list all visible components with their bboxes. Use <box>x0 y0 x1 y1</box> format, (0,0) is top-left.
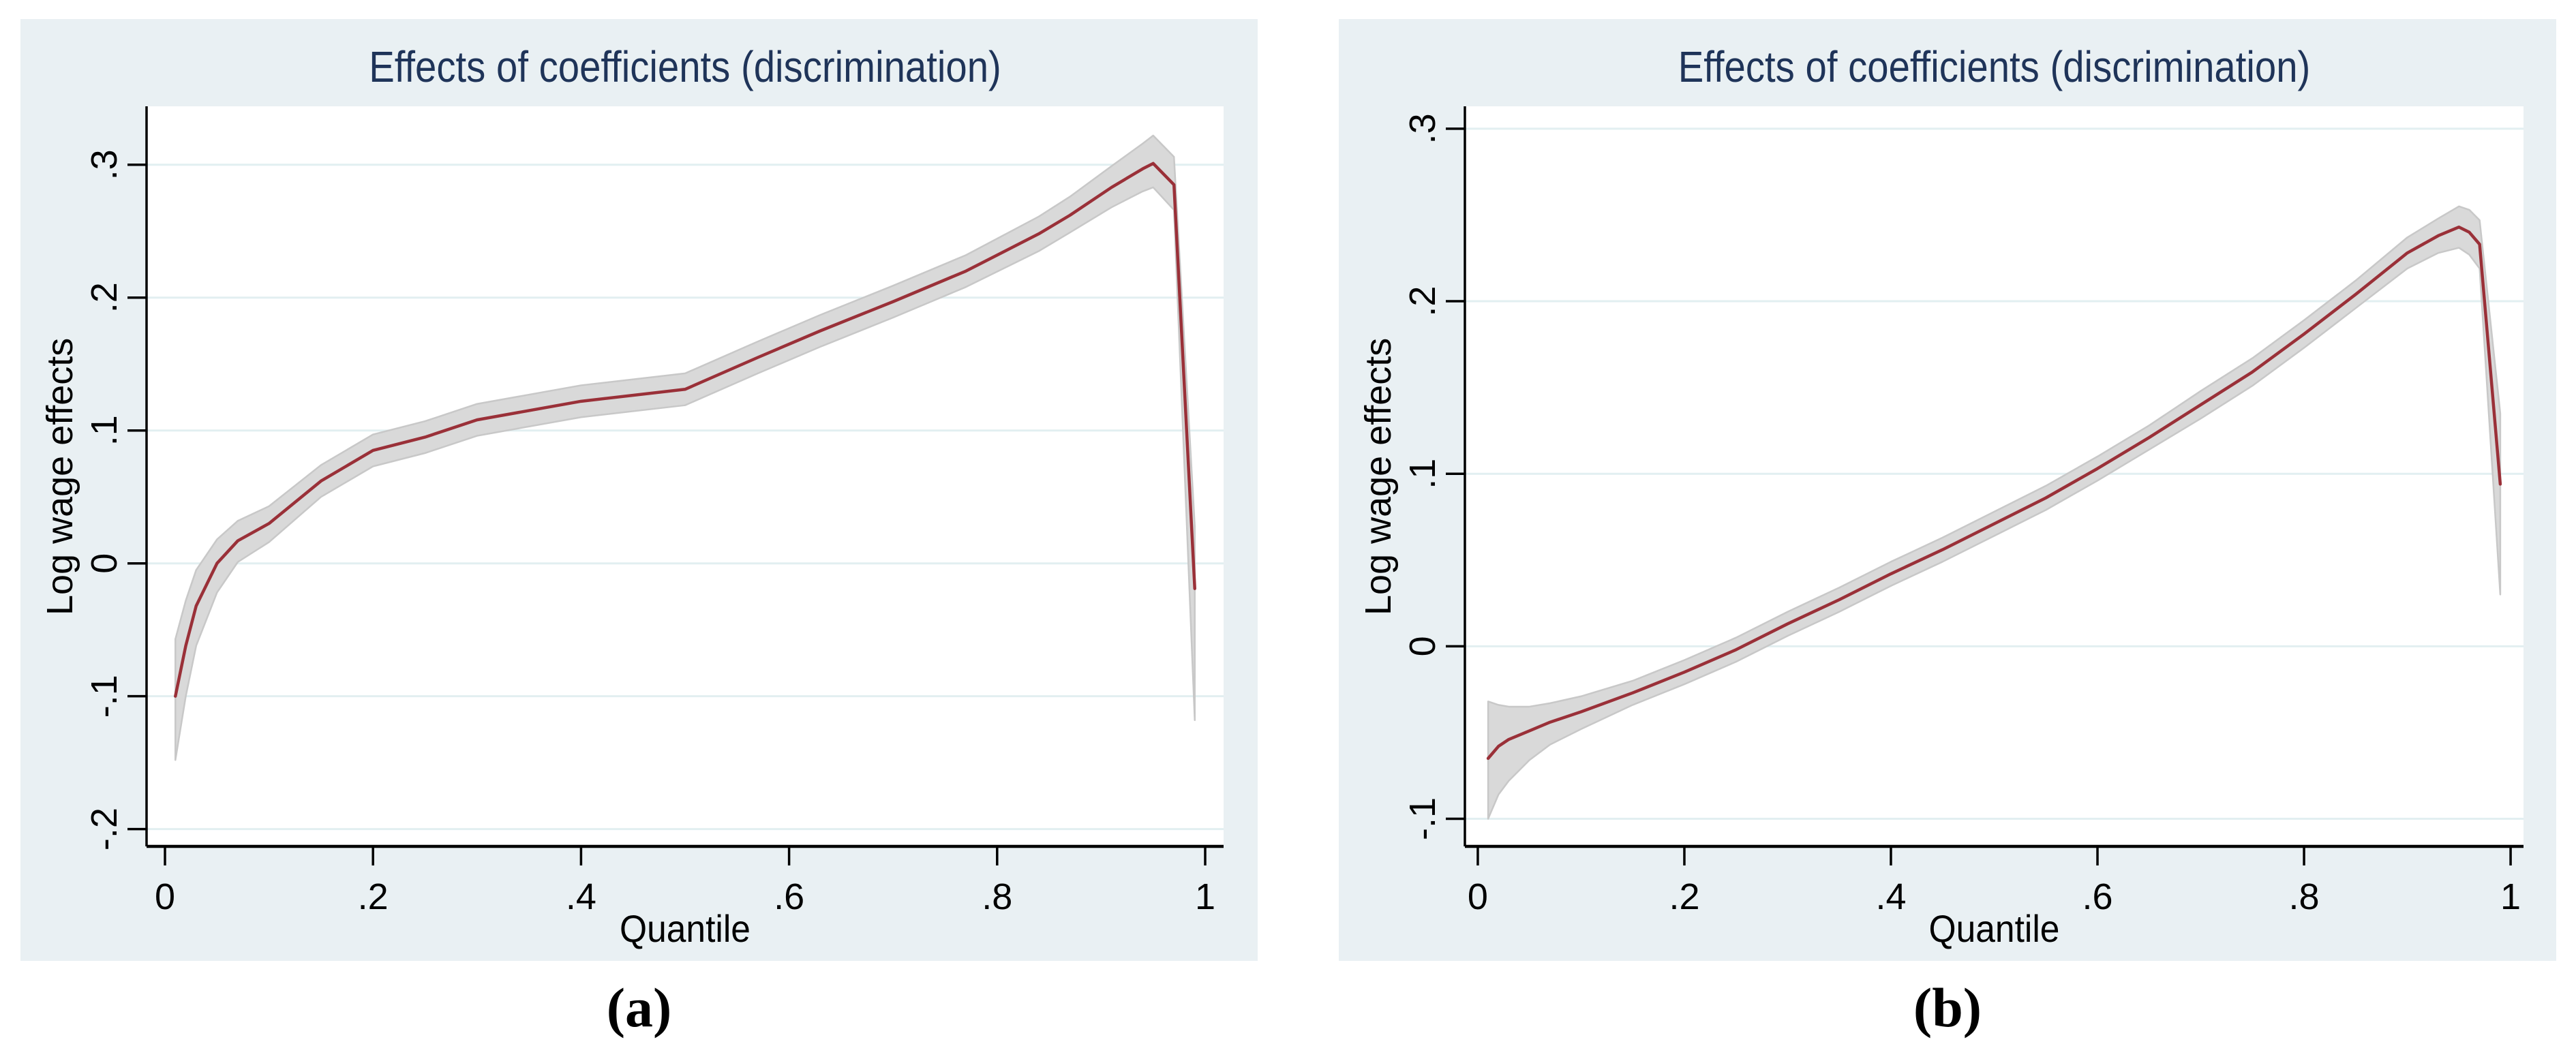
confidence-band <box>1487 205 2502 820</box>
y-tick-label: -.1 <box>84 675 125 718</box>
x-tick-label: 0 <box>1468 876 1488 917</box>
chart-title-a: Effects of coefficients (discrimination) <box>369 42 1001 91</box>
chart-panel-a: -.2 -.1 0 .1 .2 .3 0 .2 .4 .6 .8 1 Effects of coeff… <box>20 19 1258 961</box>
y-tick-label: .1 <box>1402 459 1443 489</box>
x-tick-label: .2 <box>358 876 389 917</box>
x-tick-label: .6 <box>774 876 804 917</box>
x-tick-label: 0 <box>155 876 175 917</box>
y-tick-label: -.2 <box>84 808 125 850</box>
y-tick-label: .1 <box>84 415 125 446</box>
y-tick-label: .2 <box>1402 286 1443 317</box>
plot-area-b: -.1 0 .1 .2 .3 0 .2 .4 .6 .8 1 <box>1402 106 2524 917</box>
x-tick-label: 1 <box>2500 876 2521 917</box>
x-tick-label: 1 <box>1195 876 1215 917</box>
x-tick-label: .4 <box>1875 876 1906 917</box>
series-line <box>1486 225 2502 761</box>
chart-title-b: Effects of coefficients (discrimination) <box>1678 42 2311 91</box>
x-tick-label: .2 <box>1669 876 1699 917</box>
x-axis-label-b: Quantile <box>1928 907 2060 950</box>
plot-background <box>1465 106 2524 846</box>
x-tick-label: .8 <box>982 876 1012 917</box>
x-axis-label-a: Quantile <box>620 907 751 950</box>
y-axis-label-a: Log wage effects <box>40 337 80 615</box>
y-tick-label: .3 <box>1402 113 1443 144</box>
y-tick-label: 0 <box>84 553 125 574</box>
subfigure-caption-b: (b) <box>1913 977 1982 1039</box>
y-axis-label-b: Log wage effects <box>1358 337 1399 615</box>
y-tick-label: 0 <box>1402 636 1443 656</box>
plot-area-a: -.2 -.1 0 .1 .2 .3 0 .2 .4 .6 .8 1 <box>84 106 1224 917</box>
y-tick-label: .3 <box>84 149 125 180</box>
subfigure-caption-a: (a) <box>606 977 672 1039</box>
x-tick-label: .8 <box>2289 876 2320 917</box>
confidence-band <box>175 134 1196 761</box>
y-tick-label: -.1 <box>1402 797 1443 840</box>
x-tick-label: .6 <box>2082 876 2112 917</box>
x-tick-label: .4 <box>566 876 596 917</box>
y-tick-label: .2 <box>84 282 125 313</box>
series-line <box>174 162 1196 698</box>
chart-panel-b: -.1 0 .1 .2 .3 0 .2 .4 .6 .8 1 Effects of coeffici… <box>1339 19 2556 961</box>
